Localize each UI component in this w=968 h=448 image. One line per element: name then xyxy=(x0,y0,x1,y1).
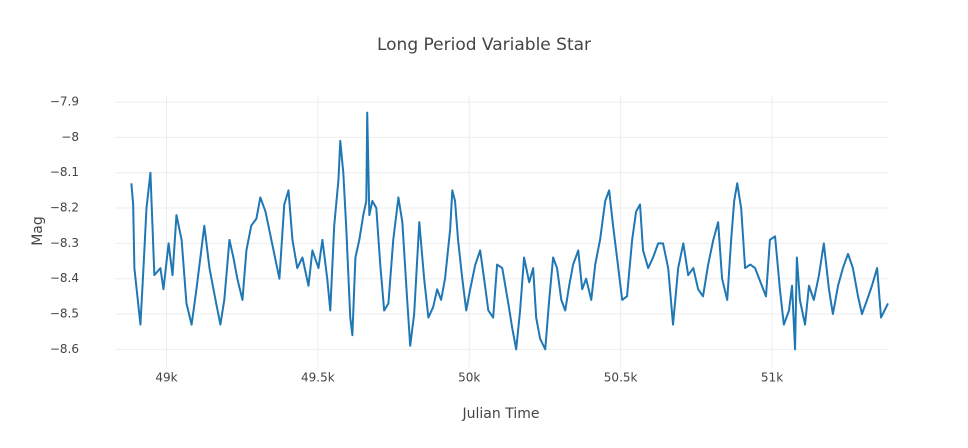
x-tick-label: 50.5k xyxy=(604,371,638,385)
y-axis-title: Mag xyxy=(30,216,46,246)
y-tick-label: −8.6 xyxy=(50,342,79,356)
y-tick-label: −8.5 xyxy=(50,307,79,321)
x-axis-title: Julian Time xyxy=(462,406,540,422)
line-series xyxy=(130,111,889,351)
x-tick-label: 50k xyxy=(458,371,480,385)
y-tick-label: −8.4 xyxy=(50,271,79,285)
y-tick-label: −8.1 xyxy=(50,165,79,179)
x-tick-label: 49k xyxy=(155,371,177,385)
x-tick-label: 49.5k xyxy=(301,371,335,385)
y-tick-label: −7.9 xyxy=(50,95,79,109)
y-tick-label: −8.2 xyxy=(50,201,79,215)
chart-title: Long Period Variable Star xyxy=(377,35,591,55)
y-tick-label: −8 xyxy=(61,130,79,144)
x-tick-label: 51k xyxy=(761,371,783,385)
y-tick-label: −8.3 xyxy=(50,236,79,250)
